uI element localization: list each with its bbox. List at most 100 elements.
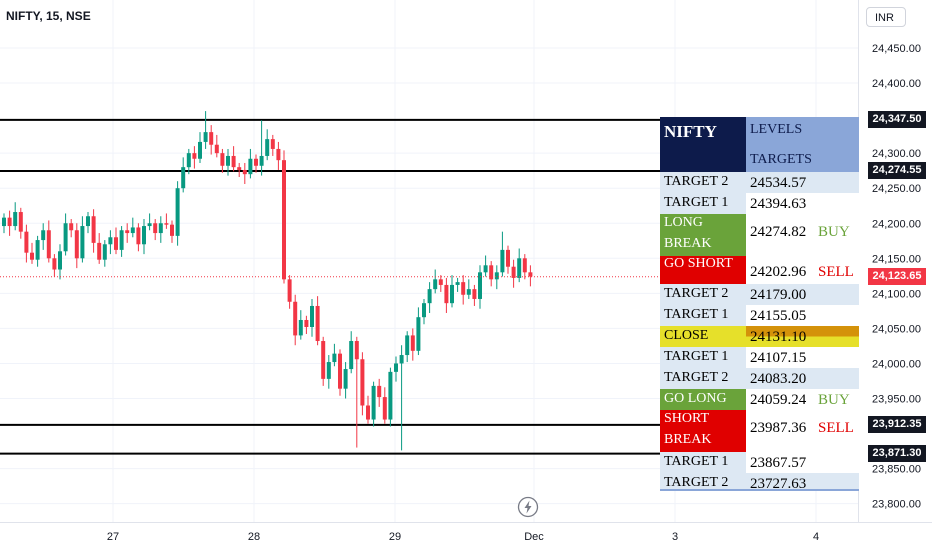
levels-row-label-cell: TARGET 2 xyxy=(660,473,746,490)
candle-body xyxy=(18,212,23,232)
candle-body xyxy=(500,249,505,273)
candle-body xyxy=(287,279,292,302)
time-tick-label: Dec xyxy=(524,531,544,543)
candle-body xyxy=(254,158,258,166)
levels-row: CLOSE 24131.10 xyxy=(660,326,859,347)
candle-body xyxy=(186,153,191,168)
candle-body xyxy=(198,141,202,159)
candle-body xyxy=(69,223,74,231)
candle-body xyxy=(136,227,141,245)
candle-body xyxy=(528,272,533,277)
levels-row-value-cell: 23727.63 xyxy=(746,473,859,492)
candle-body xyxy=(321,341,326,379)
levels-row-label-cell: TARGET 1 xyxy=(660,347,746,368)
candle-body xyxy=(427,289,432,304)
levels-row-value: 23987.36 xyxy=(750,420,807,436)
levels-row-label: TARGET 1 xyxy=(664,349,729,364)
levels-row-value-cell: 24202.96 SELL xyxy=(746,256,859,284)
levels-row: TARGET 2 24179.00 xyxy=(660,284,859,305)
candle-body xyxy=(310,305,314,327)
candle-body xyxy=(63,223,68,252)
price-tick-label: 24,050.00 xyxy=(872,323,921,335)
candle-body xyxy=(394,363,398,372)
candle-body xyxy=(461,282,466,295)
levels-row-label-cell: GO LONG xyxy=(660,389,746,410)
candle-body xyxy=(455,282,460,285)
levels-row-signal: SELL xyxy=(818,420,854,436)
candle-body xyxy=(399,355,404,364)
candle-body xyxy=(478,272,482,299)
candle-body xyxy=(52,258,57,270)
currency-selector[interactable]: INR xyxy=(866,7,906,27)
candle-body xyxy=(517,258,522,278)
candle-body xyxy=(97,242,102,260)
candle-body xyxy=(382,397,387,420)
candle-body xyxy=(91,216,96,243)
levels-row-label: TARGET 1 xyxy=(664,195,729,210)
price-tick-label: 24,150.00 xyxy=(872,253,921,265)
time-tick-label: 28 xyxy=(248,531,260,543)
candle-body xyxy=(214,144,219,154)
candle-body xyxy=(416,317,421,351)
levels-row-value-cell: 24107.15 xyxy=(746,347,859,368)
candle-body xyxy=(242,169,247,175)
price-tick-label: 24,000.00 xyxy=(872,358,921,370)
levels-row: TARGET 2 23727.63 xyxy=(660,473,859,492)
levels-header-title: NIFTY xyxy=(664,122,717,141)
levels-row-label-cell: GO SHORT xyxy=(660,256,746,284)
lightning-bolt-icon[interactable] xyxy=(517,496,539,518)
levels-row-value-cell: 24179.00 xyxy=(746,284,859,305)
candle-body xyxy=(422,303,426,318)
candle-body xyxy=(366,405,370,420)
price-axis-labels: 24,450.00 24,400.00 24,300.00 24,250.00 24,2… xyxy=(872,43,921,511)
candle-body xyxy=(119,230,124,250)
candle-body xyxy=(7,217,12,227)
levels-row-signal: BUY xyxy=(818,392,850,408)
candle-body xyxy=(489,265,494,280)
candle-body xyxy=(276,148,281,161)
levels-row-value-cell: 24534.57 xyxy=(746,172,859,193)
candle-body xyxy=(24,231,29,253)
candle-body xyxy=(13,212,18,227)
candle-body xyxy=(298,319,303,336)
levels-row: GO SHORT 24202.96 SELL xyxy=(660,256,859,284)
candle-body xyxy=(410,335,415,351)
time-tick-label: 27 xyxy=(107,531,119,543)
candle-body xyxy=(259,155,264,166)
candle-body xyxy=(86,216,90,227)
levels-row-value-cell: 24155.05 xyxy=(746,305,859,326)
levels-row: TARGET 1 23867.57 xyxy=(660,452,859,473)
levels-row-label: GO LONG xyxy=(664,391,727,406)
candle-body xyxy=(338,353,342,389)
candle-body xyxy=(377,385,382,398)
candle-body xyxy=(181,167,186,189)
candle-body xyxy=(265,139,270,156)
price-tick-label: 23,950.00 xyxy=(872,394,921,406)
levels-row: LONG BREAK 24274.82 BUY xyxy=(660,214,859,256)
price-tag: 24,274.55 xyxy=(868,162,926,180)
price-tick-label: 23,850.00 xyxy=(872,464,921,476)
levels-row-label: BREAK xyxy=(664,432,712,447)
levels-row: TARGET 2 24534.57 xyxy=(660,172,859,193)
candle-body xyxy=(203,132,208,142)
levels-row-label-cell: CLOSE xyxy=(660,326,746,347)
candle-body xyxy=(30,252,34,260)
levels-row-value: 24131.10 xyxy=(750,329,807,345)
candle-body xyxy=(80,226,85,259)
levels-header: NIFTY LEVELS TARGETS xyxy=(660,117,859,172)
candle-body xyxy=(192,153,197,159)
candlestick-series xyxy=(2,111,533,451)
candle-body xyxy=(35,240,40,260)
candle-body xyxy=(102,244,107,260)
candle-body xyxy=(494,272,499,280)
candle-body xyxy=(433,279,438,290)
price-tick-label: 24,400.00 xyxy=(872,78,921,90)
candle-body xyxy=(405,335,410,356)
levels-row-label-cell: TARGET 1 xyxy=(660,305,746,326)
levels-row: TARGET 2 24083.20 xyxy=(660,368,859,389)
levels-row-label: TARGET 1 xyxy=(664,454,729,469)
candle-body xyxy=(130,227,135,234)
candle-body xyxy=(74,230,79,259)
levels-row-value: 24155.05 xyxy=(750,308,807,324)
candle-body xyxy=(282,160,286,280)
